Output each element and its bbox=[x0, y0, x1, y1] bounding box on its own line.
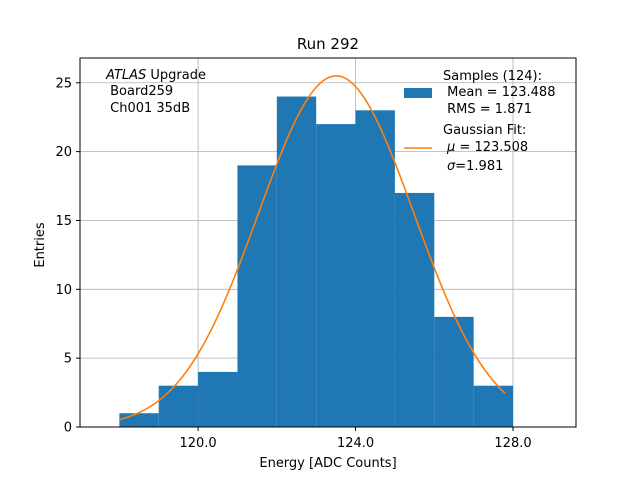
atlas-label: ATLAS bbox=[105, 68, 146, 83]
mu-symbol: μ bbox=[446, 140, 455, 155]
legend-fit-sigma: σ=1.981 bbox=[447, 159, 503, 174]
sigma-value: =1.981 bbox=[455, 159, 503, 174]
y-axis-label: Entries bbox=[33, 222, 48, 268]
x-tick-label: 128.0 bbox=[494, 436, 531, 451]
axes-frame bbox=[79, 57, 577, 428]
histogram-bar bbox=[434, 316, 474, 427]
chart-title: Run 292 bbox=[297, 35, 359, 53]
x-axis-label: Energy [ADC Counts] bbox=[259, 456, 396, 471]
y-tick-label: 25 bbox=[55, 76, 72, 91]
histogram-bar bbox=[316, 124, 356, 428]
x-tick-label: 120.0 bbox=[179, 436, 216, 451]
histogram-bar bbox=[276, 96, 317, 427]
histogram-bar bbox=[355, 110, 395, 427]
info-box: ATLAS Upgrade Board259 Ch001 35dB bbox=[105, 68, 206, 116]
legend-fit-mu: μ = 123.508 bbox=[446, 140, 528, 155]
histogram-bars bbox=[119, 96, 514, 428]
legend: Samples (124): Mean = 123.488 RMS = 1.87… bbox=[404, 69, 555, 174]
histogram-bar bbox=[473, 385, 514, 427]
legend-fit-line-1: Gaussian Fit: bbox=[443, 123, 526, 138]
y-tick-label: 20 bbox=[55, 145, 72, 160]
y-tick-label: 5 bbox=[64, 352, 72, 367]
axis-ticks: 120.0 124.0 128.0 0 5 10 15 20 25 bbox=[55, 76, 531, 451]
histogram-bar bbox=[198, 371, 238, 427]
x-tick-label: 124.0 bbox=[337, 436, 374, 451]
histogram-bar bbox=[119, 413, 159, 427]
histogram-bar bbox=[237, 165, 277, 428]
info-line-1: ATLAS Upgrade bbox=[105, 68, 206, 83]
legend-hist-line-2: Mean = 123.488 bbox=[443, 85, 555, 100]
info-line-2: Board259 bbox=[106, 84, 173, 99]
y-tick-label: 0 bbox=[64, 421, 72, 436]
histogram-bar bbox=[158, 385, 199, 427]
gaussian-fit-curve bbox=[119, 75, 506, 421]
histogram-bar bbox=[394, 192, 435, 427]
y-tick-label: 10 bbox=[55, 283, 72, 298]
y-tick-label: 15 bbox=[55, 214, 72, 229]
legend-hist-line-3: RMS = 1.871 bbox=[443, 102, 532, 117]
legend-hist-swatch bbox=[404, 88, 432, 98]
info-line-3: Ch001 35dB bbox=[106, 101, 190, 116]
upgrade-label: Upgrade bbox=[146, 68, 206, 83]
sigma-symbol: σ bbox=[447, 159, 456, 174]
legend-hist-line-1: Samples (124): bbox=[443, 69, 542, 84]
mu-value: = 123.508 bbox=[455, 140, 528, 155]
